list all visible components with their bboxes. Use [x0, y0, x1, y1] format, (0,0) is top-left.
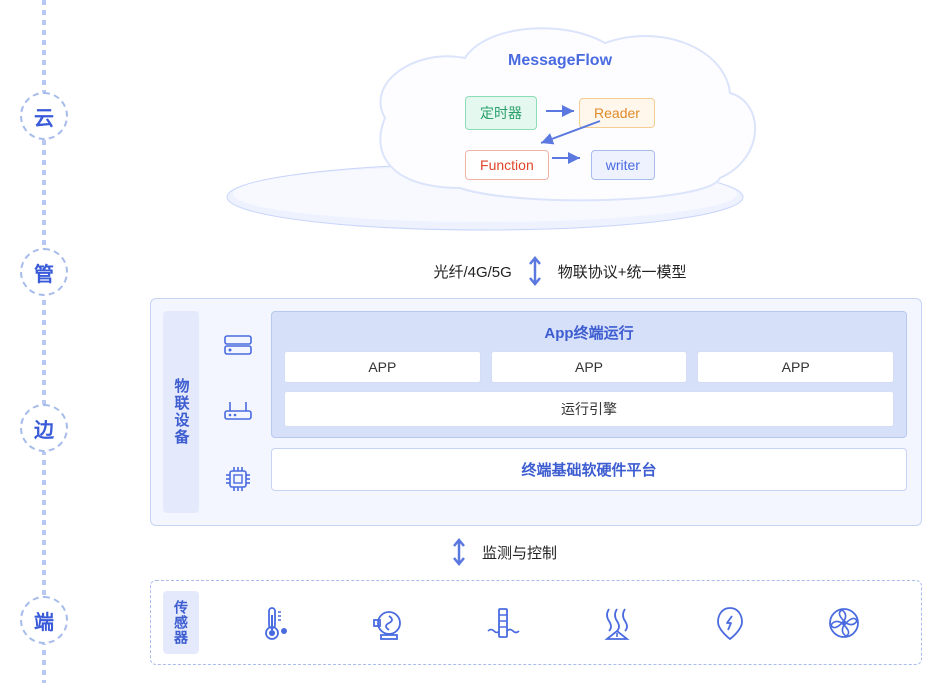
arrow-function-to-writer [550, 150, 586, 166]
timeline-node-pipe: 管 [20, 248, 68, 296]
timeline-node-label: 边 [34, 414, 54, 443]
timeline-node-label: 端 [34, 606, 54, 635]
cloud-shape: MessageFlow 定时器 Reader Function writer [350, 18, 770, 213]
router-icon [221, 395, 255, 429]
pipe-left-label: 光纤/4G/5G [433, 261, 511, 282]
hw-sw-platform-block: 终端基础软硬件平台 [271, 448, 907, 491]
pipe-row: 光纤/4G/5G 物联协议+统一模型 [320, 256, 800, 286]
arrow-timer-to-reader [544, 103, 580, 119]
edge-main: App终端运行 APP APP APP 运行引擎 终端基础软硬件平台 [271, 311, 907, 513]
cloud-title: MessageFlow [350, 52, 770, 70]
app-cell: APP [284, 351, 481, 383]
timeline-node-label: 云 [34, 102, 54, 131]
cloud-section: MessageFlow 定时器 Reader Function writer [340, 18, 780, 213]
chip-function: Function [465, 150, 549, 180]
bidirectional-arrow-icon [450, 537, 468, 567]
arrow-reader-to-function [535, 118, 605, 148]
sensor-panel: 传感器 [150, 580, 922, 665]
timeline-node-edge: 边 [20, 404, 68, 452]
sensor-icons-row [199, 581, 921, 664]
content-area: MessageFlow 定时器 Reader Function writer [150, 0, 932, 683]
sensor-side-label: 传感器 [163, 591, 199, 654]
timeline-node-label: 管 [34, 258, 54, 287]
heat-wave-icon [597, 603, 637, 643]
thermometer-icon [256, 603, 296, 643]
monitor-label: 监测与控制 [482, 542, 557, 563]
app-runtime-title: App终端运行 [284, 322, 894, 343]
timeline-node-end: 端 [20, 596, 68, 644]
timeline-node-cloud: 云 [20, 92, 68, 140]
app-cell: APP [697, 351, 894, 383]
fan-icon [824, 603, 864, 643]
timeline: 云 管 边 端 [42, 0, 46, 683]
chip-writer: writer [591, 150, 655, 180]
monitor-row: 监测与控制 [450, 537, 557, 567]
power-plug-icon [710, 603, 750, 643]
edge-side-label: 物联设备 [163, 311, 199, 513]
storage-icon [221, 328, 255, 362]
bidirectional-arrow-icon [526, 256, 544, 286]
edge-device-icons [213, 311, 263, 513]
app-runtime-block: App终端运行 APP APP APP 运行引擎 [271, 311, 907, 438]
pipe-right-label: 物联协议+统一模型 [558, 261, 687, 282]
runtime-engine-cell: 运行引擎 [284, 391, 894, 427]
chip-icon [221, 462, 255, 496]
chip-timer: 定时器 [465, 96, 537, 130]
edge-panel: 物联设备 App终端运行 APP APP APP 运行引擎 终端基础软硬件平台 [150, 298, 922, 526]
app-cell: APP [491, 351, 688, 383]
pump-icon [369, 603, 409, 643]
app-row: APP APP APP [284, 351, 894, 383]
water-level-icon [483, 603, 523, 643]
